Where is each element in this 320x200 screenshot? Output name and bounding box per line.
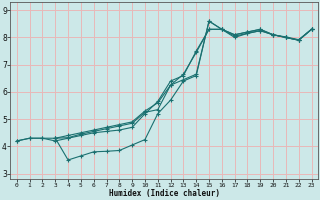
X-axis label: Humidex (Indice chaleur): Humidex (Indice chaleur) — [109, 189, 220, 198]
